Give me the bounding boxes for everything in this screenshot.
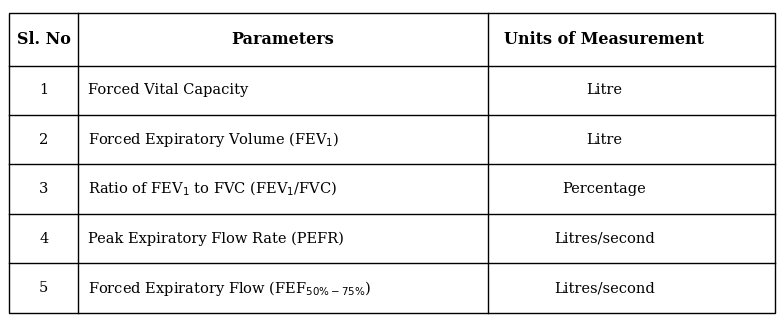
Text: Ratio of FEV$_{1}$ to FVC (FEV$_{1}$/FVC): Ratio of FEV$_{1}$ to FVC (FEV$_{1}$/FVC… <box>89 180 338 199</box>
Text: Litres/second: Litres/second <box>554 281 655 295</box>
Text: 2: 2 <box>39 133 49 147</box>
Text: Peak Expiratory Flow Rate (PEFR): Peak Expiratory Flow Rate (PEFR) <box>89 231 344 246</box>
Text: Litres/second: Litres/second <box>554 232 655 246</box>
Text: 3: 3 <box>39 182 49 196</box>
Text: Parameters: Parameters <box>231 31 334 48</box>
Text: Forced Expiratory Flow (FEF$_{50\%-75\%}$): Forced Expiratory Flow (FEF$_{50\%-75\%}… <box>89 279 371 298</box>
Text: 1: 1 <box>39 83 49 97</box>
Text: Sl. No: Sl. No <box>17 31 71 48</box>
Text: 4: 4 <box>39 232 49 246</box>
Text: 5: 5 <box>39 281 49 295</box>
Text: Litre: Litre <box>586 83 622 97</box>
Text: Percentage: Percentage <box>562 182 646 196</box>
Text: Litre: Litre <box>586 133 622 147</box>
Text: Units of Measurement: Units of Measurement <box>504 31 704 48</box>
Text: Forced Expiratory Volume (FEV$_{1}$): Forced Expiratory Volume (FEV$_{1}$) <box>89 130 339 149</box>
Text: Forced Vital Capacity: Forced Vital Capacity <box>89 83 249 97</box>
